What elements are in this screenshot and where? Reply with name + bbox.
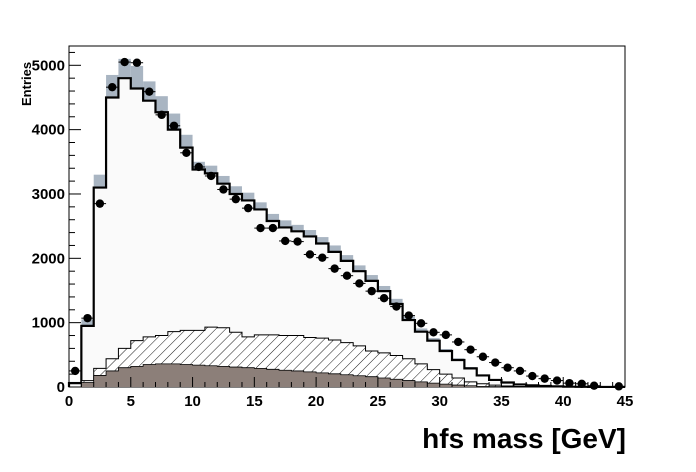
data-point (441, 330, 451, 340)
data-point (565, 378, 574, 388)
data-point (416, 319, 426, 328)
data-point (528, 371, 537, 381)
data-point (342, 271, 352, 280)
data-point (589, 381, 599, 390)
data-point (367, 286, 376, 296)
data-point (194, 162, 203, 172)
data-point (503, 363, 512, 372)
x-tick-label: 20 (308, 393, 325, 410)
y-tick-label: 0 (57, 379, 65, 396)
data-point (305, 250, 315, 259)
x-tick-label: 15 (246, 393, 263, 410)
x-tick-label: 0 (65, 393, 73, 410)
data-point (268, 223, 278, 233)
y-tick-label: 2000 (32, 250, 65, 267)
data-point (83, 313, 92, 323)
mc-total-fill (69, 78, 625, 388)
y-tick-label: 5000 (32, 57, 65, 74)
data-point (132, 58, 142, 67)
data-point (219, 185, 228, 194)
y-tick-label: 1000 (32, 315, 65, 332)
x-tick-label: 35 (493, 393, 510, 410)
x-axis-title: hfs mass [GeV] (422, 423, 626, 454)
data-point (404, 311, 413, 320)
data-point (108, 82, 117, 92)
data-point (540, 374, 549, 383)
y-tick-label: 3000 (32, 186, 65, 203)
data-point (330, 264, 339, 273)
data-point (552, 376, 562, 385)
x-tick-label: 10 (184, 393, 201, 410)
data-point (577, 379, 586, 388)
grey-component-outline (69, 363, 625, 388)
data-points (69, 57, 625, 391)
data-point (318, 253, 327, 262)
data-point (231, 194, 240, 204)
y-tick-label: 4000 (32, 122, 65, 139)
data-point (478, 352, 488, 361)
data-point (243, 203, 253, 213)
data-point (70, 366, 80, 376)
data-point (466, 345, 475, 354)
grey-component-histogram (69, 363, 625, 388)
x-tick-label: 45 (617, 393, 634, 410)
data-point (145, 87, 154, 96)
x-tick-label: 40 (555, 393, 572, 410)
x-tick-label: 5 (127, 393, 135, 410)
data-point (256, 223, 265, 233)
grey-component-fill (69, 363, 625, 387)
data-point (355, 279, 364, 288)
data-point (614, 382, 624, 391)
data-point (491, 358, 500, 367)
data-point (429, 328, 438, 337)
data-point (281, 236, 290, 246)
data-point (169, 121, 179, 130)
data-point (293, 237, 302, 246)
data-point (95, 199, 105, 208)
data-point (182, 148, 191, 158)
data-point (379, 294, 389, 303)
data-point (206, 171, 216, 181)
y-axis-title: Entries (19, 62, 34, 106)
data-point (392, 302, 401, 311)
data-point (157, 110, 166, 120)
x-tick-label: 25 (370, 393, 387, 410)
data-point (120, 57, 129, 67)
data-point (515, 366, 525, 376)
data-point (454, 337, 463, 347)
axes: 0 5 10 15 20 25 30 35 40 45 0 1000 2000 3000 4000 5000 (32, 51, 634, 410)
x-tick-label: 30 (431, 393, 448, 410)
